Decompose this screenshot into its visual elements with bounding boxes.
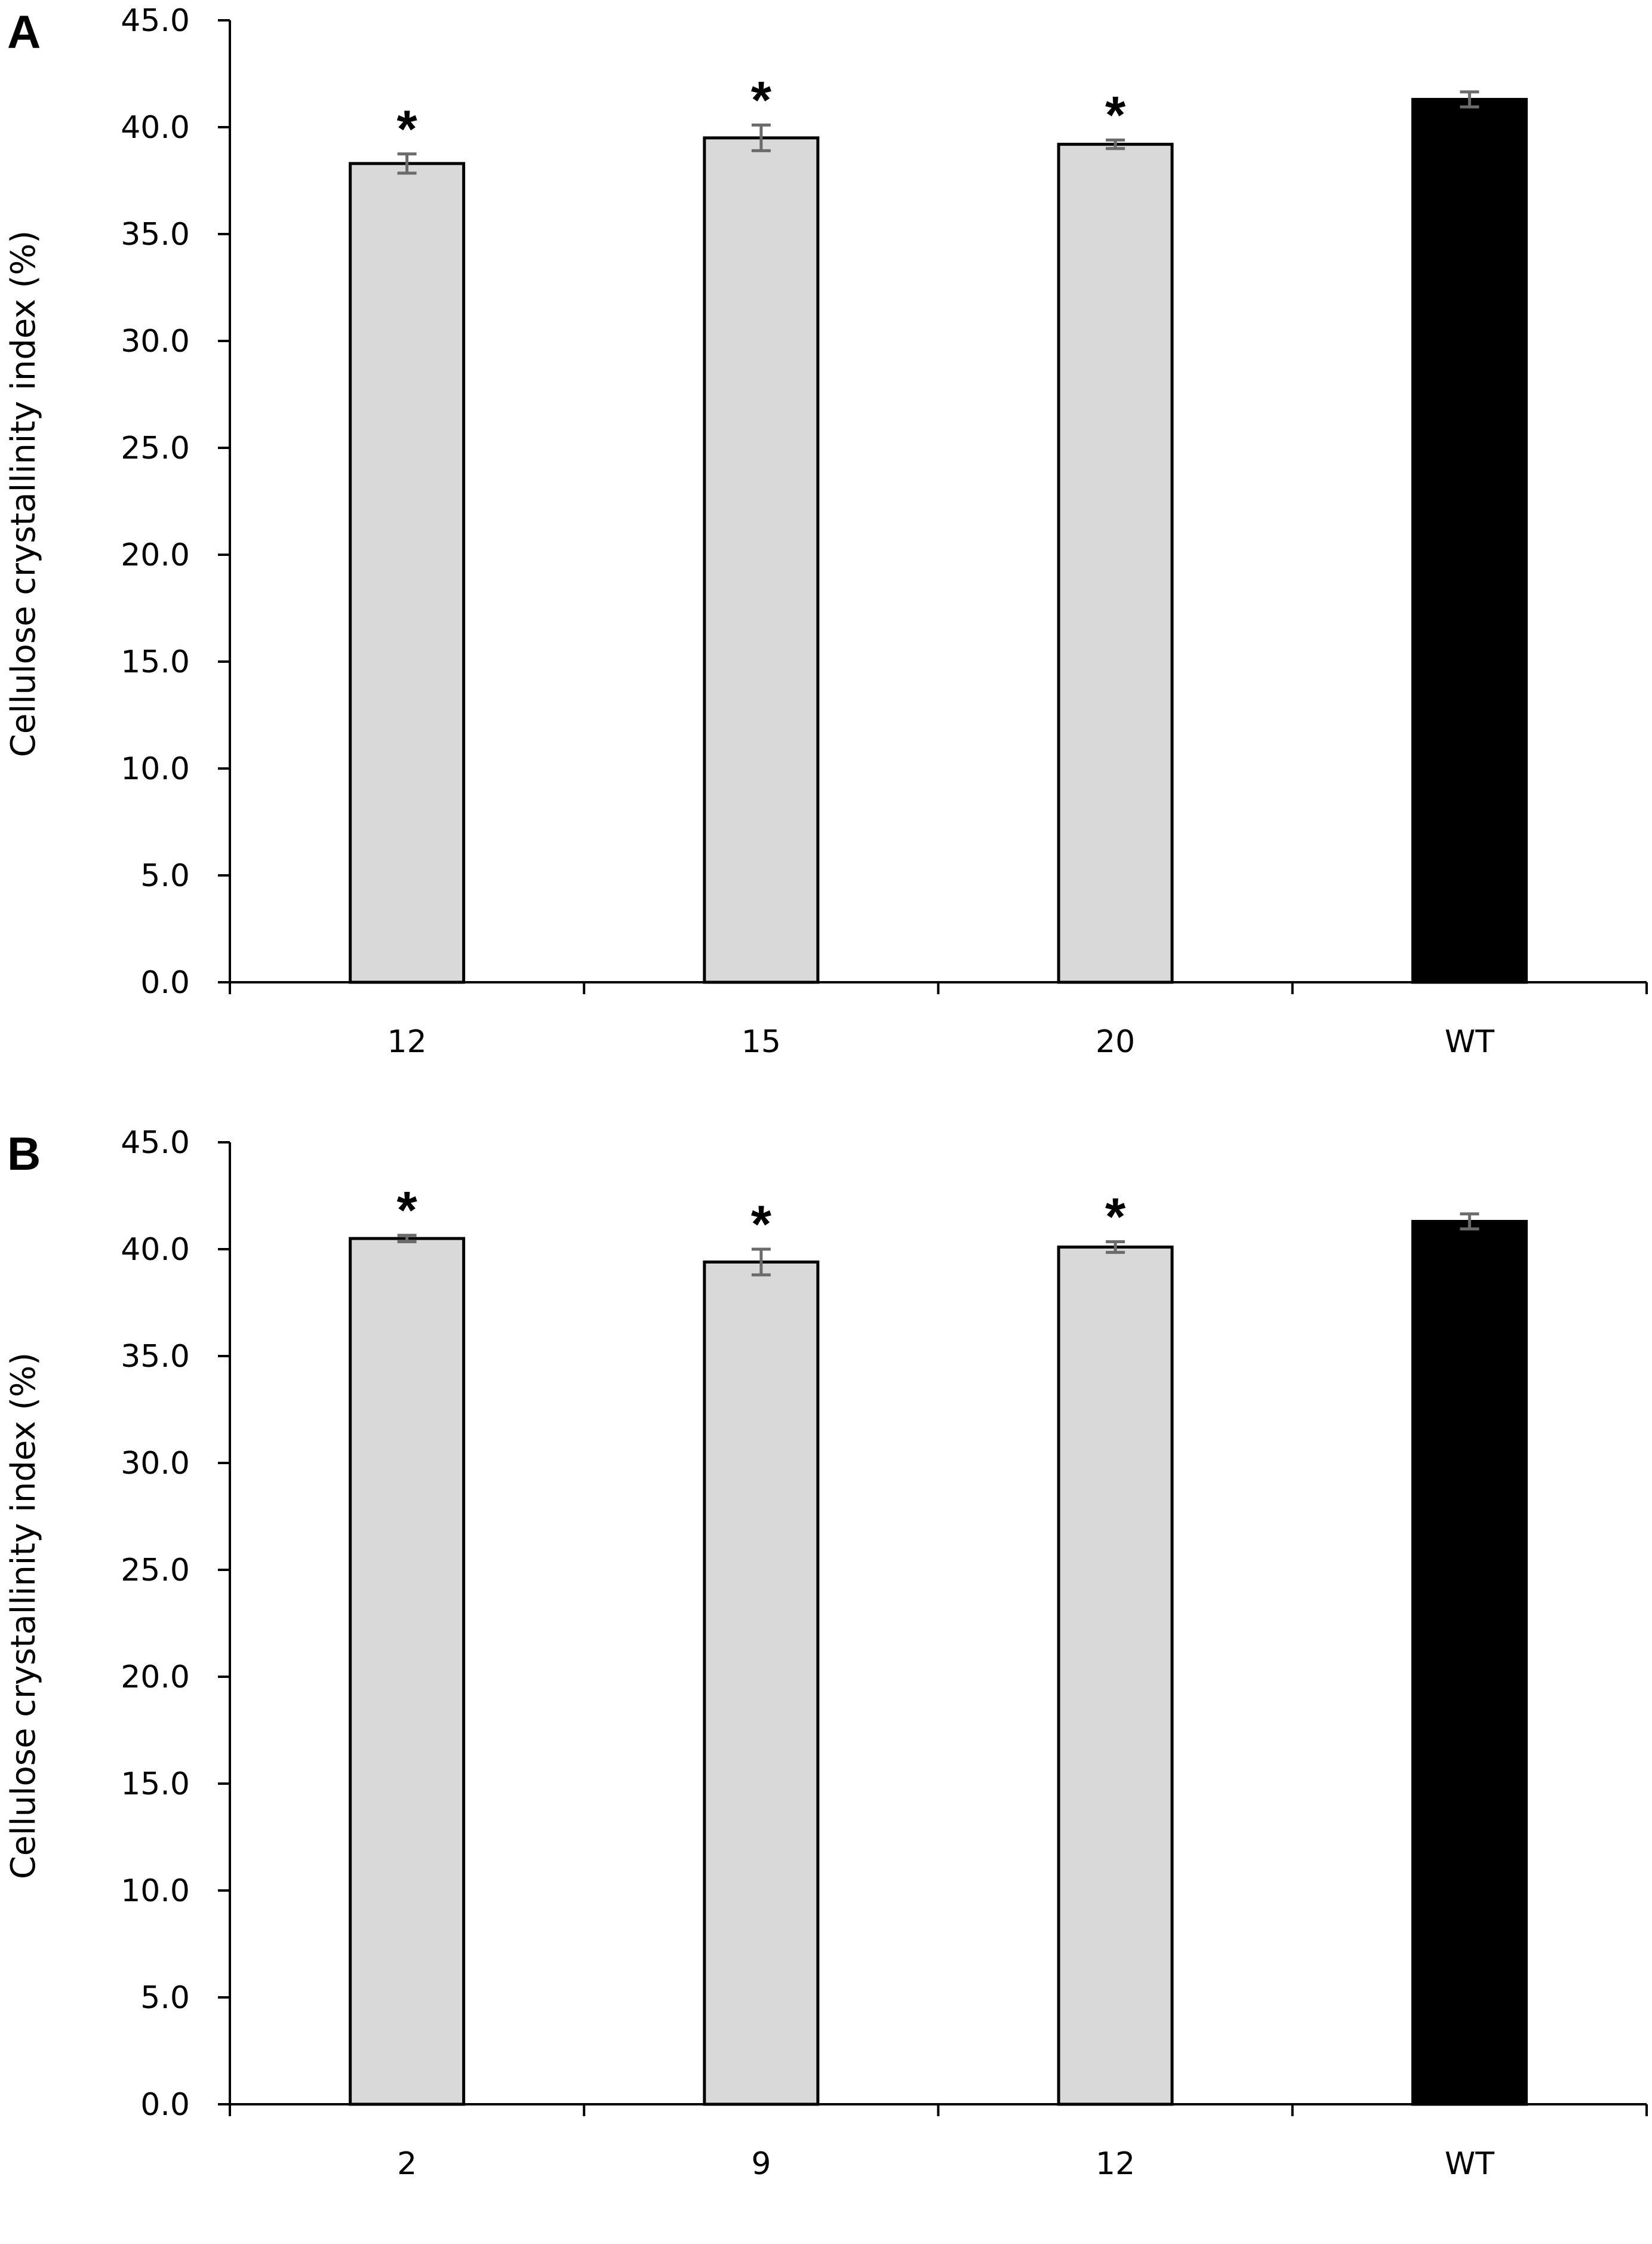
x-tick-label: 12 <box>387 1024 427 1060</box>
significance-markers: * * * <box>397 70 1127 158</box>
x-tick-labels: 12 15 20 WT <box>387 1024 1495 1060</box>
error-bar <box>1460 90 1479 109</box>
y-tick-label: 35.0 <box>121 1339 190 1375</box>
y-tick-label: 35.0 <box>121 217 190 253</box>
bar <box>1411 1219 1528 2106</box>
bar <box>1057 1245 1174 2106</box>
y-tick-label: 5.0 <box>140 1980 190 2016</box>
x-tick-label: WT <box>1445 2146 1494 2182</box>
error-bar <box>397 152 417 175</box>
error-bar <box>1106 138 1125 150</box>
panel-label: A <box>7 5 41 58</box>
x-tick-label: 15 <box>742 1024 781 1060</box>
y-axis-title: Cellulose crystallinity index (%) <box>4 230 43 757</box>
y-tick-label: 0.0 <box>140 2087 190 2123</box>
error-bar <box>1106 1240 1125 1254</box>
error-bar <box>751 1247 771 1277</box>
x-tick-label: 20 <box>1096 1024 1135 1060</box>
y-tick-label: 40.0 <box>121 1232 190 1268</box>
bars <box>349 97 1528 984</box>
significance-star: * <box>1105 1186 1126 1246</box>
bar <box>349 1237 466 2106</box>
significance-star: * <box>397 1181 418 1240</box>
y-axis-title: Cellulose crystallinity index (%) <box>4 1352 43 1879</box>
y-tick-label: 30.0 <box>121 1446 190 1481</box>
x-tick-label: 2 <box>397 2146 417 2182</box>
error-bars <box>397 90 1479 175</box>
y-tick-label: 40.0 <box>121 110 190 146</box>
y-tick-label: 15.0 <box>121 644 190 680</box>
y-tick-label: 0.0 <box>140 965 190 1001</box>
significance-markers: * * * <box>397 1181 1127 1253</box>
x-tick-label: WT <box>1445 1024 1494 1060</box>
significance-star: * <box>751 1194 772 1253</box>
y-tick-label: 45.0 <box>121 3 190 39</box>
y-tick-label: 10.0 <box>121 1873 190 1909</box>
bar-chart-a: A Cellulose crystallinity index (%) 0.0 5… <box>4 3 1648 1060</box>
y-tick-label: 20.0 <box>121 537 190 573</box>
bar <box>349 162 466 984</box>
error-bar <box>1460 1212 1479 1231</box>
y-tick-label: 15.0 <box>121 1766 190 1802</box>
chart-panel-a: A Cellulose crystallinity index (%) 0.0 5… <box>4 3 1648 1060</box>
error-bar <box>397 1234 417 1243</box>
significance-star: * <box>751 70 772 129</box>
chart-panel-b: B Cellulose crystallinity index (%) 0.0 5… <box>0 1122 1652 2244</box>
y-tick-label: 25.0 <box>121 431 190 466</box>
y-tick-label: 10.0 <box>121 751 190 787</box>
y-tick-label: 30.0 <box>121 324 190 359</box>
axes <box>218 1141 1648 2116</box>
bars <box>349 1219 1528 2106</box>
y-tick-label: 5.0 <box>140 858 190 894</box>
error-bars <box>397 1212 1479 1277</box>
x-tick-label: 12 <box>1096 2146 1135 2182</box>
x-tick-label: 9 <box>751 2146 771 2182</box>
bar <box>703 1260 820 2106</box>
y-tick-label: 45.0 <box>121 1125 190 1161</box>
panel-label: B <box>7 1127 41 1180</box>
y-tick-label: 25.0 <box>121 1553 190 1588</box>
y-tick-label: 20.0 <box>121 1659 190 1695</box>
bar <box>703 136 820 984</box>
significance-star: * <box>397 99 418 158</box>
x-tick-labels: 2 9 12 WT <box>397 2146 1494 2182</box>
significance-star: * <box>1105 85 1126 144</box>
y-tick-labels: 0.0 5.0 10.0 15.0 20.0 25.0 30.0 35.0 40.0 45.0 <box>121 3 190 1001</box>
bar <box>1411 97 1528 984</box>
error-bar <box>751 123 771 152</box>
axes <box>218 19 1648 994</box>
bar <box>1057 143 1174 984</box>
bar-chart-b: B Cellulose crystallinity index (%) 0.0 5… <box>4 1125 1648 2182</box>
y-tick-labels: 0.0 5.0 10.0 15.0 20.0 25.0 30.0 35.0 40.0 45.0 <box>121 1125 190 2123</box>
